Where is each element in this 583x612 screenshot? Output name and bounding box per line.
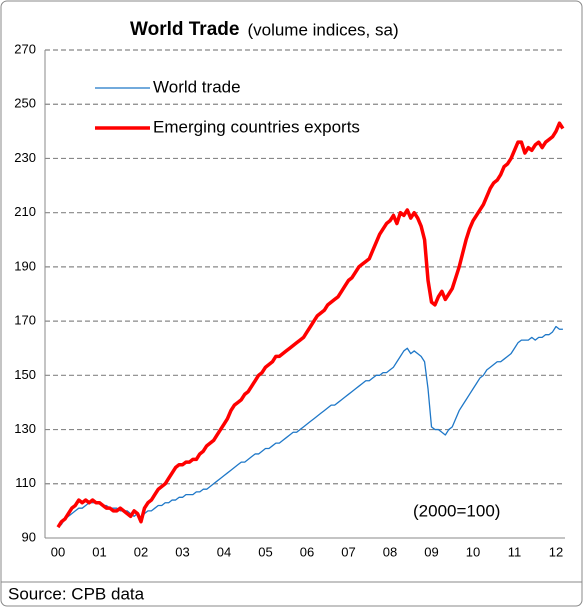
x-tick-label: 09 bbox=[424, 544, 438, 559]
source: Source: CPB data bbox=[8, 584, 145, 603]
y-tick-label: 210 bbox=[14, 204, 36, 219]
y-tick-label: 270 bbox=[14, 41, 36, 56]
x-tick-label: 10 bbox=[466, 544, 480, 559]
x-tick-label: 11 bbox=[508, 544, 522, 559]
y-tick-label: 90 bbox=[22, 529, 36, 544]
x-tick-label: 02 bbox=[134, 544, 148, 559]
x-tick-label: 06 bbox=[300, 544, 314, 559]
annotation: (2000=100) bbox=[413, 501, 500, 520]
x-tick-label: 00 bbox=[51, 544, 65, 559]
line-series bbox=[56, 121, 565, 529]
x-tick-label: 03 bbox=[175, 544, 189, 559]
y-tick-label: 170 bbox=[14, 313, 36, 328]
y-tick-label: 250 bbox=[14, 96, 36, 111]
x-tick-label: 04 bbox=[217, 544, 231, 559]
y-tick-label: 190 bbox=[14, 258, 36, 273]
y-tick-label: 150 bbox=[14, 367, 36, 382]
x-tick-label: 07 bbox=[341, 544, 355, 559]
x-tick-label: 05 bbox=[258, 544, 272, 559]
x-tick-label: 08 bbox=[383, 544, 397, 559]
legend-label: Emerging countries exports bbox=[153, 117, 360, 136]
legend-label: World trade bbox=[153, 77, 241, 96]
chart-subtitle: (volume indices, sa) bbox=[247, 20, 398, 39]
y-tick-label: 130 bbox=[14, 421, 36, 436]
y-tick-label: 230 bbox=[14, 150, 36, 165]
x-tick-label: 12 bbox=[549, 544, 563, 559]
y-tick-label: 110 bbox=[15, 475, 36, 490]
x-tick-label: 01 bbox=[92, 544, 106, 559]
chart-title: World Trade bbox=[130, 19, 239, 40]
